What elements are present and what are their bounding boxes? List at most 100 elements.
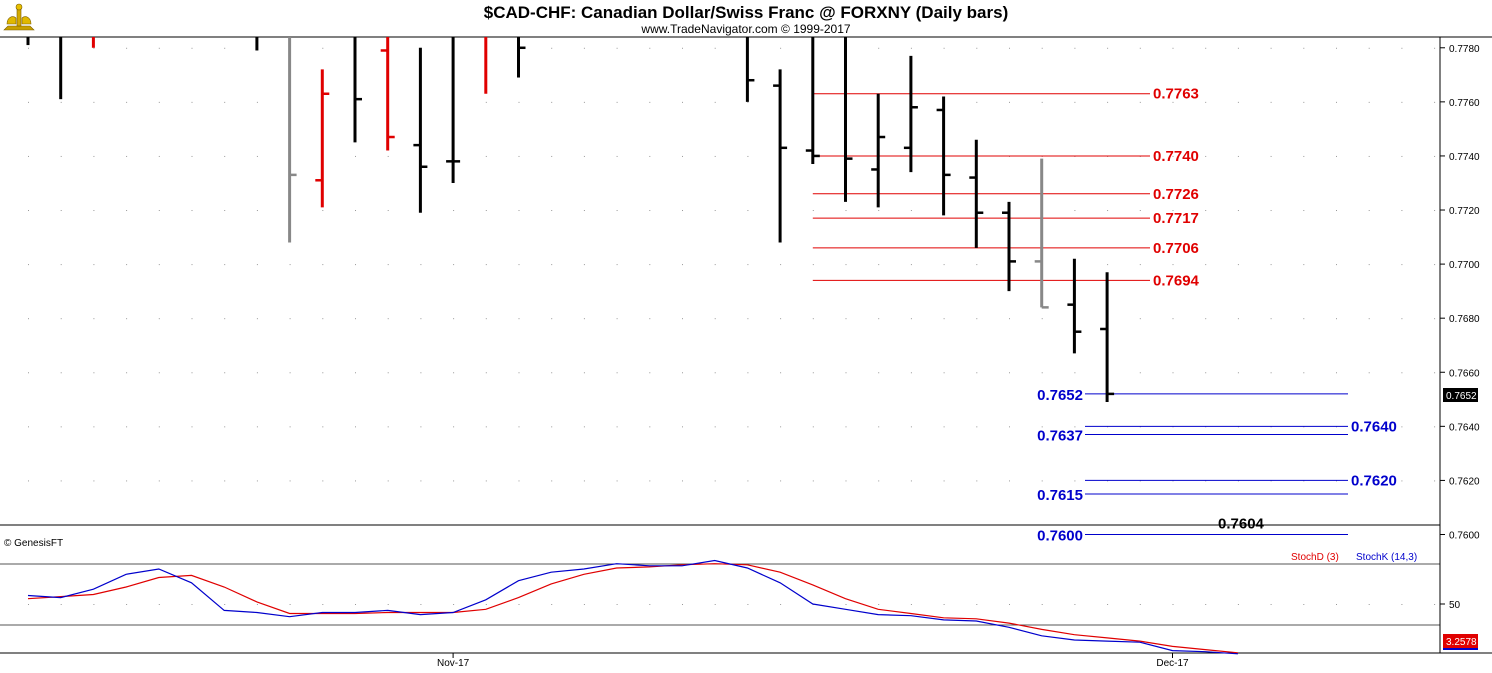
grid-dot bbox=[28, 264, 29, 266]
grid-dot bbox=[28, 426, 29, 428]
grid-dot bbox=[1205, 101, 1207, 103]
ohlc-bar bbox=[871, 93, 886, 208]
grid-dot bbox=[845, 372, 847, 374]
ohlc-bar bbox=[517, 37, 526, 78]
grid-dot bbox=[93, 318, 95, 320]
grid-dot bbox=[28, 155, 29, 157]
ohlc-bar bbox=[773, 69, 788, 243]
grid-dot bbox=[224, 47, 226, 49]
grid-dot bbox=[616, 480, 618, 482]
grid-dot bbox=[224, 372, 226, 374]
grid-dot bbox=[1368, 155, 1370, 157]
grid-dot bbox=[649, 318, 651, 320]
grid-dot bbox=[551, 101, 553, 103]
grid-dot bbox=[289, 604, 291, 605]
grid-dot bbox=[93, 372, 95, 374]
ohlc-bar bbox=[1067, 258, 1082, 354]
grid-dot bbox=[191, 318, 193, 320]
grid-dot bbox=[60, 155, 62, 157]
grid-dot bbox=[224, 101, 226, 103]
grid-dot bbox=[224, 210, 226, 212]
grid-dot bbox=[420, 426, 422, 428]
grid-dot bbox=[191, 480, 193, 482]
grid-dot bbox=[616, 264, 618, 266]
x-axis: Nov-17 Dec-17 bbox=[437, 653, 1189, 669]
grid-dot bbox=[518, 210, 520, 212]
y-tick-label: 0.7640 bbox=[1449, 422, 1480, 433]
grid-dot bbox=[1434, 155, 1436, 157]
grid-dot bbox=[1172, 101, 1174, 103]
grid-dot bbox=[126, 101, 128, 103]
grid-dot bbox=[518, 372, 520, 374]
stoch-series-line bbox=[27, 559, 1238, 655]
grid-dot bbox=[1401, 480, 1403, 482]
grid-dot bbox=[453, 426, 455, 428]
ohlc-bar bbox=[413, 47, 428, 213]
grid-dot bbox=[158, 264, 160, 266]
grid-dot bbox=[583, 480, 585, 482]
grid-dot bbox=[60, 604, 62, 605]
stoch-lines bbox=[27, 559, 1238, 655]
grid-dot bbox=[780, 318, 782, 320]
grid-dot bbox=[485, 318, 487, 320]
chart-header: $CAD-CHF: Canadian Dollar/Swiss Franc @ … bbox=[3, 3, 1009, 36]
grid-dot bbox=[1303, 318, 1305, 320]
grid-dot bbox=[1401, 47, 1403, 49]
grid-dot bbox=[289, 318, 291, 320]
grid-dot bbox=[1172, 318, 1174, 320]
grid-dot bbox=[518, 155, 520, 157]
grid-dot bbox=[126, 264, 128, 266]
grid-dot bbox=[780, 426, 782, 428]
grid-dot bbox=[289, 264, 291, 266]
grid-dot bbox=[1074, 426, 1076, 428]
grid-dot bbox=[910, 210, 912, 212]
grid-dot bbox=[387, 426, 389, 428]
grid-dot bbox=[191, 210, 193, 212]
grid-dot bbox=[1434, 372, 1436, 374]
resistance-label: 0.7740 bbox=[1153, 148, 1199, 165]
grid-dot bbox=[878, 372, 880, 374]
grid-dot bbox=[1139, 372, 1141, 374]
ohlc-bar bbox=[315, 69, 330, 208]
grid-dot bbox=[976, 101, 978, 103]
grid-dot bbox=[1172, 604, 1174, 605]
grid-dot bbox=[682, 47, 683, 49]
grid-dot bbox=[1237, 155, 1239, 157]
grid-dot bbox=[158, 426, 160, 428]
grid-dot bbox=[1009, 426, 1010, 428]
grid-dot bbox=[387, 264, 389, 266]
grid-dot bbox=[1303, 372, 1305, 374]
grid-dot bbox=[1041, 426, 1043, 428]
grid-dot bbox=[224, 155, 226, 157]
grid-dot bbox=[1237, 210, 1239, 212]
legend-stochd: StochD (3) bbox=[1291, 552, 1339, 563]
grid-dot bbox=[910, 372, 912, 374]
panel-frames bbox=[0, 36, 1492, 654]
ohlc-bar bbox=[353, 37, 362, 143]
grid-dot bbox=[943, 47, 945, 49]
grid-dot bbox=[518, 264, 520, 266]
grid-dot bbox=[191, 155, 193, 157]
ohlc-bar bbox=[844, 37, 853, 202]
stoch-axis: 50 bbox=[1440, 600, 1461, 611]
grid-dot bbox=[878, 426, 880, 428]
grid-dot bbox=[649, 155, 651, 157]
resistance-label: 0.7763 bbox=[1153, 86, 1199, 103]
grid-dot bbox=[714, 210, 716, 212]
grid-dot bbox=[60, 264, 62, 266]
grid-dot bbox=[93, 47, 95, 49]
chart-title: $CAD-CHF: Canadian Dollar/Swiss Franc @ … bbox=[484, 3, 1009, 22]
grid-dot bbox=[1172, 155, 1174, 157]
y-tick-label: 0.7600 bbox=[1449, 531, 1480, 542]
grid-dot bbox=[616, 318, 618, 320]
support-label: 0.7652 bbox=[1037, 387, 1083, 404]
grid-dot bbox=[1368, 101, 1370, 103]
grid-dot bbox=[387, 210, 389, 212]
grid-dot bbox=[976, 372, 978, 374]
grid-dot bbox=[1270, 372, 1272, 374]
grid-dot bbox=[649, 604, 651, 605]
grid-dot bbox=[1205, 155, 1207, 157]
grid-dot bbox=[485, 604, 487, 605]
grid-dot bbox=[322, 604, 324, 605]
grid-dot bbox=[1270, 47, 1272, 49]
